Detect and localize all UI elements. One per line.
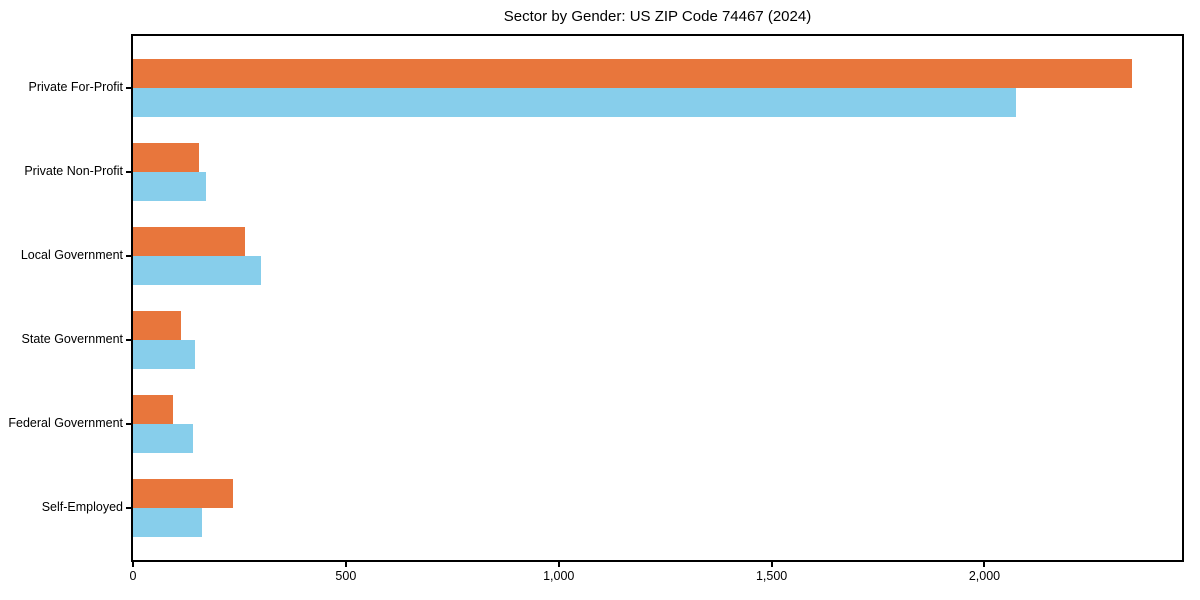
y-axis-label-2: Local Government xyxy=(20,248,123,262)
y-tick-mark-3 xyxy=(126,339,131,341)
bar-female-2 xyxy=(133,256,262,285)
plot-area: Male Female xyxy=(131,34,1184,562)
x-tick-label-3: 1,500 xyxy=(755,569,788,583)
bar-female-3 xyxy=(133,340,195,369)
chart-title: Sector by Gender: US ZIP Code 74467 (202… xyxy=(503,8,812,25)
bar-female-5 xyxy=(133,508,203,537)
x-tick-mark-1 xyxy=(344,562,347,567)
bar-male-4 xyxy=(133,395,174,424)
x-tick-label-0: 0 xyxy=(129,569,137,583)
bar-male-5 xyxy=(133,479,234,508)
bar-female-4 xyxy=(133,424,193,453)
x-tick-label-4: 2,000 xyxy=(968,569,1001,583)
bar-male-3 xyxy=(133,311,182,340)
bars-layer xyxy=(133,36,1182,560)
x-tick-mark-0 xyxy=(132,562,134,567)
x-tick-label-1: 500 xyxy=(335,569,357,583)
bar-female-0 xyxy=(133,88,1016,117)
bar-male-2 xyxy=(133,227,245,256)
y-axis-label-3: State Government xyxy=(21,332,123,346)
bar-male-0 xyxy=(133,59,1133,88)
x-tick-mark-3 xyxy=(770,562,773,567)
y-axis-label-1: Private Non-Profit xyxy=(24,164,123,178)
y-tick-mark-2 xyxy=(126,255,131,257)
bar-female-1 xyxy=(133,172,206,201)
x-tick-mark-2 xyxy=(557,562,560,567)
y-tick-mark-1 xyxy=(126,171,131,173)
y-tick-mark-4 xyxy=(126,423,131,425)
y-tick-mark-5 xyxy=(126,507,131,509)
y-axis-label-4: Federal Government xyxy=(8,416,123,430)
y-tick-mark-0 xyxy=(126,87,131,89)
bar-male-1 xyxy=(133,143,199,172)
x-tick-label-2: 1,000 xyxy=(543,569,575,583)
y-axis-label-0: Private For-Profit xyxy=(28,80,123,94)
x-tick-mark-4 xyxy=(983,562,986,567)
y-axis-label-5: Self-Employed xyxy=(41,500,123,514)
